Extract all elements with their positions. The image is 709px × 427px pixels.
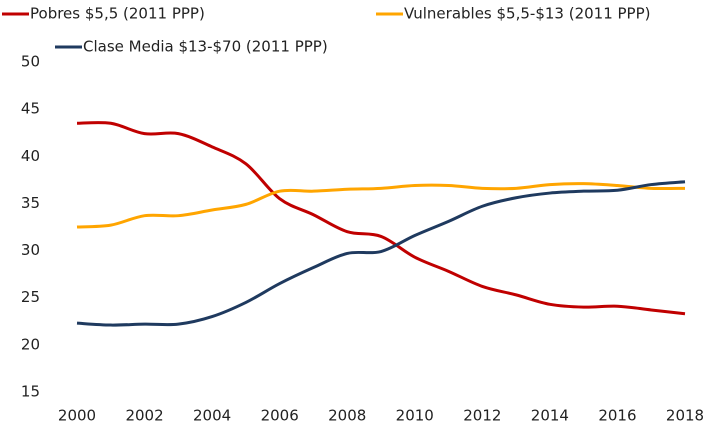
x-tick-label: 2006 [261,407,299,425]
x-tick-label: 2004 [193,407,231,425]
legend-label: Clase Media $13-$70 (2011 PPP) [83,38,328,56]
x-tick-label: 2012 [463,407,501,425]
legend-label: Pobres $5,5 (2011 PPP) [30,5,205,23]
y-tick-label: 35 [21,194,40,212]
x-tick-label: 2010 [396,407,434,425]
x-tick-label: 2008 [328,407,366,425]
y-tick-label: 30 [21,241,40,259]
x-tick-label: 2016 [598,407,636,425]
series-line [76,182,686,229]
x-tick-label: 2000 [58,407,96,425]
y-tick-label: 15 [21,383,40,401]
series-line [76,121,686,316]
y-tick-label: 40 [21,147,40,165]
y-tick-label: 50 [21,53,40,71]
x-tick-label: 2018 [666,407,704,425]
x-tick-label: 2002 [125,407,163,425]
x-tick-label: 2014 [531,407,569,425]
y-tick-label: 25 [21,288,40,306]
legend-label: Vulnerables $5,5-$13 (2011 PPP) [404,5,651,23]
y-tick-label: 45 [21,100,40,118]
y-tick-label: 20 [21,335,40,353]
series-line [76,180,686,327]
